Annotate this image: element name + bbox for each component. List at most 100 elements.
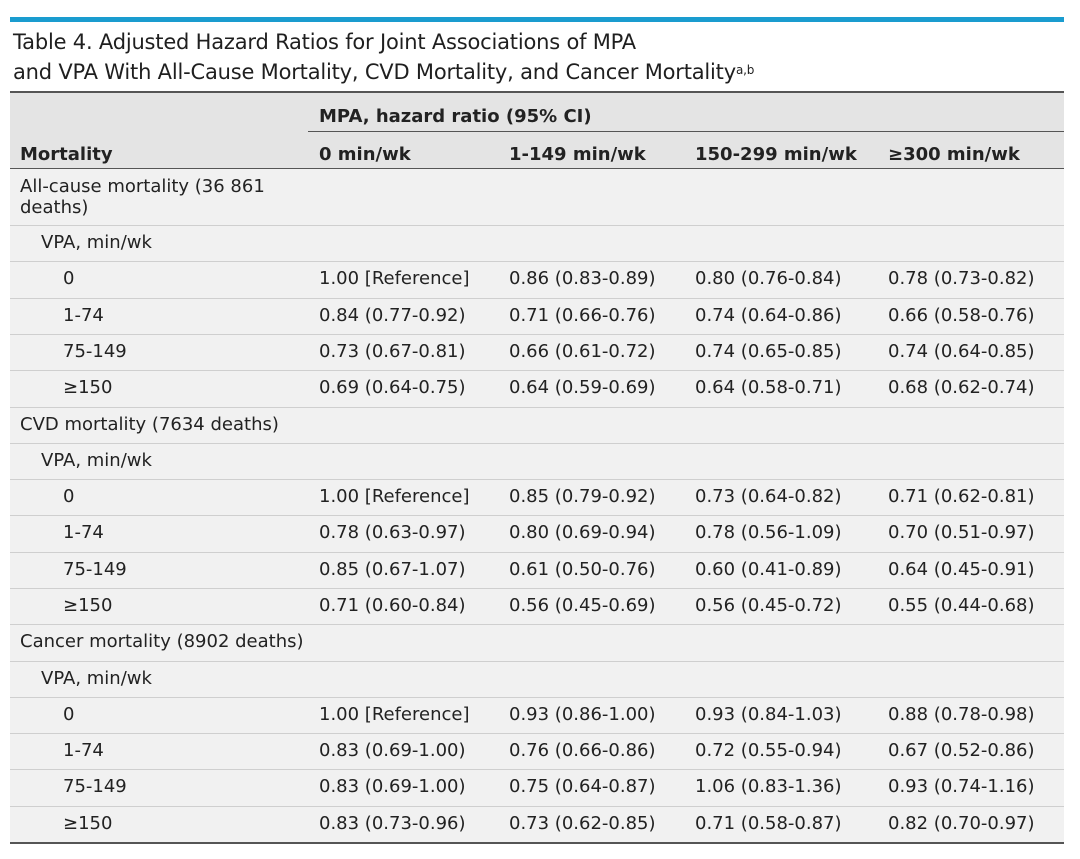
- row-divider: [10, 552, 1064, 553]
- hazard-ratio-cell: 1.00 [Reference]: [319, 268, 470, 289]
- row-divider: [10, 298, 1064, 299]
- hazard-ratio-cell: 0.70 (0.51-0.97): [888, 522, 1035, 543]
- hazard-ratio-cell: 0.72 (0.55-0.94): [695, 740, 842, 761]
- row-divider: [10, 225, 1064, 226]
- hazard-ratio-cell: 0.93 (0.74-1.16): [888, 776, 1035, 797]
- hazard-ratio-cell: 0.73 (0.62-0.85): [509, 813, 656, 834]
- hazard-ratio-cell: 0.80 (0.76-0.84): [695, 268, 842, 289]
- table-title-line-2: and VPA With All-Cause Mortality, CVD Mo…: [13, 57, 1063, 87]
- hazard-ratio-cell: 1.06 (0.83-1.36): [695, 776, 842, 797]
- hazard-ratio-cell: 0.56 (0.45-0.72): [695, 595, 842, 616]
- hazard-ratio-cell: 0.88 (0.78-0.98): [888, 704, 1035, 725]
- hazard-ratio-cell: 0.78 (0.56-1.09): [695, 522, 842, 543]
- hazard-ratio-cell: 0.64 (0.58-0.71): [695, 377, 842, 398]
- hazard-ratio-cell: 0.80 (0.69-0.94): [509, 522, 656, 543]
- header-bottom-rule: [10, 168, 1064, 169]
- table-top-rule: [10, 91, 1064, 93]
- section-divider: [10, 407, 1064, 408]
- section-label: Cancer mortality (8902 deaths): [20, 631, 304, 652]
- row-divider: [10, 334, 1064, 335]
- vpa-level-label: 1-74: [63, 522, 104, 543]
- vpa-subheader: VPA, min/wk: [41, 232, 152, 253]
- hazard-ratio-cell: 0.71 (0.66-0.76): [509, 305, 656, 326]
- hazard-ratio-cell: 0.74 (0.65-0.85): [695, 341, 842, 362]
- hazard-ratio-cell: 0.75 (0.64-0.87): [509, 776, 656, 797]
- vpa-level-label: 0: [63, 486, 75, 507]
- hazard-ratio-cell: 0.61 (0.50-0.76): [509, 559, 656, 580]
- row-divider: [10, 370, 1064, 371]
- hazard-ratio-cell: 0.84 (0.77-0.92): [319, 305, 466, 326]
- row-divider: [10, 661, 1064, 662]
- row-divider: [10, 443, 1064, 444]
- row-divider: [10, 733, 1064, 734]
- hazard-ratio-cell: 0.82 (0.70-0.97): [888, 813, 1035, 834]
- hazard-ratio-cell: 0.67 (0.52-0.86): [888, 740, 1035, 761]
- vpa-level-label: ≥150: [63, 377, 113, 398]
- table-title-line-2-text: and VPA With All-Cause Mortality, CVD Mo…: [13, 60, 736, 84]
- row-divider: [10, 697, 1064, 698]
- row-divider: [10, 769, 1064, 770]
- hazard-ratio-cell: 0.83 (0.69-1.00): [319, 740, 466, 761]
- row-divider: [10, 588, 1064, 589]
- hazard-ratio-cell: 0.68 (0.62-0.74): [888, 377, 1035, 398]
- hazard-ratio-cell: 0.93 (0.84-1.03): [695, 704, 842, 725]
- hazard-ratio-cell: 0.71 (0.60-0.84): [319, 595, 466, 616]
- hazard-ratio-cell: 0.56 (0.45-0.69): [509, 595, 656, 616]
- hazard-ratio-cell: 0.66 (0.61-0.72): [509, 341, 656, 362]
- vpa-level-label: 75-149: [63, 776, 127, 797]
- table-bottom-rule: [10, 842, 1064, 844]
- hazard-ratio-cell: 0.73 (0.64-0.82): [695, 486, 842, 507]
- hazard-ratio-cell: 0.74 (0.64-0.86): [695, 305, 842, 326]
- table-title-line-1: Table 4. Adjusted Hazard Ratios for Join…: [13, 30, 636, 54]
- vpa-level-label: 75-149: [63, 559, 127, 580]
- hazard-ratio-cell: 0.73 (0.67-0.81): [319, 341, 466, 362]
- hazard-ratio-cell: 0.85 (0.67-1.07): [319, 559, 466, 580]
- hazard-ratio-cell: 0.83 (0.73-0.96): [319, 813, 466, 834]
- column-header-0-min: 0 min/wk: [319, 144, 411, 165]
- hazard-ratio-cell: 0.66 (0.58-0.76): [888, 305, 1035, 326]
- vpa-level-label: 0: [63, 704, 75, 725]
- hazard-ratio-cell: 1.00 [Reference]: [319, 486, 470, 507]
- mpa-group-rule: [308, 131, 1064, 132]
- hazard-ratio-cell: 0.78 (0.63-0.97): [319, 522, 466, 543]
- hazard-ratio-cell: 0.71 (0.62-0.81): [888, 486, 1035, 507]
- column-header-150-299-min: 150-299 min/wk: [695, 144, 857, 165]
- row-divider: [10, 806, 1064, 807]
- vpa-level-label: 75-149: [63, 341, 127, 362]
- hazard-ratio-cell: 0.64 (0.59-0.69): [509, 377, 656, 398]
- hazard-ratio-cell: 0.85 (0.79-0.92): [509, 486, 656, 507]
- hazard-ratio-cell: 0.93 (0.86-1.00): [509, 704, 656, 725]
- column-header-1-149-min: 1-149 min/wk: [509, 144, 646, 165]
- hazard-ratio-cell: 0.76 (0.66-0.86): [509, 740, 656, 761]
- section-label-continued: deaths): [20, 197, 89, 218]
- hazard-ratio-cell: 0.69 (0.64-0.75): [319, 377, 466, 398]
- mpa-group-header: MPA, hazard ratio (95% CI): [319, 106, 592, 127]
- hazard-ratio-cell: 0.55 (0.44-0.68): [888, 595, 1035, 616]
- hazard-ratio-cell: 0.78 (0.73-0.82): [888, 268, 1035, 289]
- hazard-ratio-cell: 0.71 (0.58-0.87): [695, 813, 842, 834]
- table-title: Table 4. Adjusted Hazard Ratios for Join…: [13, 27, 1063, 87]
- table-title-footnote-marker: a,b: [735, 63, 755, 77]
- mortality-column-header: Mortality: [20, 144, 113, 165]
- hazard-ratio-cell: 0.86 (0.83-0.89): [509, 268, 656, 289]
- vpa-subheader: VPA, min/wk: [41, 668, 152, 689]
- section-divider: [10, 624, 1064, 625]
- row-divider: [10, 515, 1064, 516]
- vpa-level-label: ≥150: [63, 813, 113, 834]
- row-divider: [10, 261, 1064, 262]
- vpa-level-label: 1-74: [63, 740, 104, 761]
- table-body-area: [10, 169, 1064, 843]
- vpa-level-label: ≥150: [63, 595, 113, 616]
- hazard-ratio-cell: 0.83 (0.69-1.00): [319, 776, 466, 797]
- vpa-subheader: VPA, min/wk: [41, 450, 152, 471]
- column-header-300-plus-min: ≥300 min/wk: [888, 144, 1020, 165]
- hazard-ratio-cell: 0.64 (0.45-0.91): [888, 559, 1035, 580]
- hazard-ratio-cell: 0.60 (0.41-0.89): [695, 559, 842, 580]
- hazard-ratio-cell: 1.00 [Reference]: [319, 704, 470, 725]
- section-label: CVD mortality (7634 deaths): [20, 414, 279, 435]
- title-accent-bar: [10, 17, 1064, 22]
- vpa-level-label: 0: [63, 268, 75, 289]
- hazard-ratio-cell: 0.74 (0.64-0.85): [888, 341, 1035, 362]
- section-label: All-cause mortality (36 861: [20, 176, 265, 197]
- vpa-level-label: 1-74: [63, 305, 104, 326]
